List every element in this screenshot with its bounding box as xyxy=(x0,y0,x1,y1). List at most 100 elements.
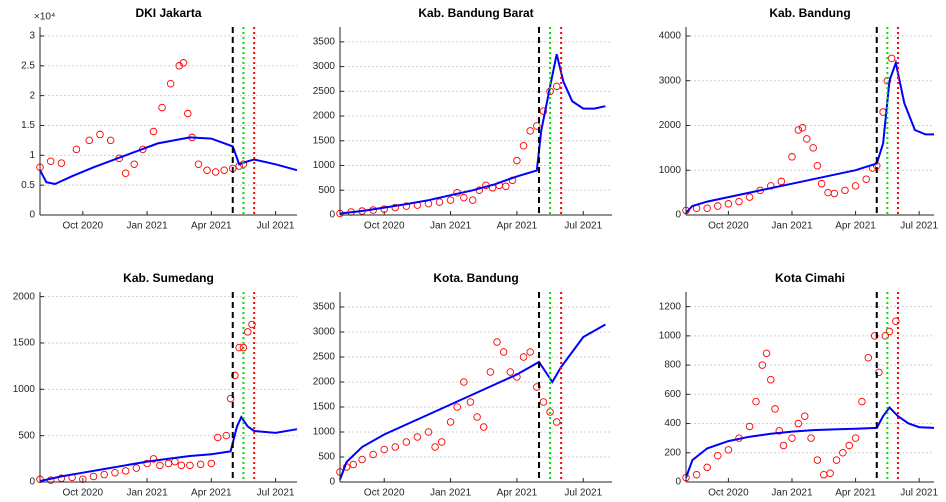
fit-line xyxy=(339,323,606,480)
data-point xyxy=(437,438,446,446)
y-tick-label: 500 xyxy=(18,430,35,441)
data-point xyxy=(788,153,796,161)
data-point xyxy=(222,431,231,440)
y-tick-label: 800 xyxy=(664,360,681,371)
data-point xyxy=(132,464,141,472)
x-tick-label: Jul 2021 xyxy=(900,221,938,232)
data-point xyxy=(248,320,256,329)
y-tick-label: 0 xyxy=(329,477,335,488)
data-point xyxy=(72,145,81,154)
y-tick-label: 1000 xyxy=(659,165,682,176)
data-point xyxy=(767,182,775,190)
y-tick-label: 1 xyxy=(29,150,35,161)
data-point xyxy=(533,122,541,130)
y-tick-label: 3000 xyxy=(659,75,682,86)
data-point xyxy=(220,166,228,174)
data-point xyxy=(453,403,461,411)
data-point xyxy=(106,136,115,145)
data-point xyxy=(158,103,166,112)
x-tick-label: Oct 2020 xyxy=(63,221,104,232)
y-tick-label: 3 xyxy=(29,31,35,42)
x-tick-label: Oct 2020 xyxy=(364,488,405,499)
data-point xyxy=(813,456,822,464)
fit-line xyxy=(339,53,606,215)
data-point xyxy=(431,443,439,451)
subplot: Kab. Bandung 0 1000 2000 3000 4000 Oct 2020 Jan… xyxy=(659,6,939,231)
x-tick-label: Apr 2021 xyxy=(497,488,538,499)
data-point xyxy=(486,368,495,376)
data-point xyxy=(194,160,203,169)
data-point xyxy=(526,127,534,135)
data-point xyxy=(703,463,711,472)
data-point xyxy=(79,475,87,483)
fit-line xyxy=(685,59,934,214)
x-tick-label: Oct 2020 xyxy=(364,221,405,232)
data-point xyxy=(745,422,754,431)
data-point xyxy=(845,441,853,450)
x-tick-label: Jan 2021 xyxy=(127,488,169,499)
y-tick-label: 2500 xyxy=(313,86,336,97)
subplot: Kota. Bandung 0 500 1000 1500 2000 2500 3000 350… xyxy=(313,271,612,499)
data-point xyxy=(745,193,754,201)
data-point xyxy=(502,182,510,191)
y-tick-label: 1500 xyxy=(313,402,336,413)
data-point xyxy=(143,459,151,468)
data-point xyxy=(800,412,809,420)
x-tick-label: Jan 2021 xyxy=(127,221,169,232)
data-point xyxy=(887,54,896,63)
data-point xyxy=(156,461,164,470)
y-tick-label: 1000 xyxy=(313,160,336,171)
x-tick-label: Jul 2021 xyxy=(257,221,295,232)
data-point xyxy=(493,338,501,346)
x-tick-label: Oct 2020 xyxy=(708,488,749,499)
data-point xyxy=(479,423,488,431)
x-tick-label: Apr 2021 xyxy=(191,488,232,499)
y-tick-label: 600 xyxy=(664,389,681,400)
y-tick-label: 0 xyxy=(675,210,681,221)
y-tick-label: 0 xyxy=(675,477,681,488)
subplot-title: Kab. Sumedang xyxy=(123,271,214,285)
y-tick-label: 2000 xyxy=(313,111,336,122)
data-point xyxy=(858,397,866,406)
subplot: Kab. Bandung Barat 0 500 1000 1500 2000 2500 30… xyxy=(313,6,612,232)
data-point xyxy=(460,193,468,202)
subplot: Kab. Sumedang 0 500 1000 1500 2000 Oct 2020 Jan… xyxy=(13,271,298,499)
data-point xyxy=(809,144,817,152)
data-point xyxy=(839,449,847,457)
data-point xyxy=(85,136,94,145)
y-tick-label: 200 xyxy=(664,447,681,458)
data-point xyxy=(794,419,803,428)
y-tick-label: 1.5 xyxy=(21,120,35,131)
y-tick-label: 1000 xyxy=(313,427,336,438)
data-point xyxy=(149,455,158,463)
data-point xyxy=(207,459,216,468)
y-tick-label: 400 xyxy=(664,418,681,429)
x-tick-label: Jan 2021 xyxy=(430,488,472,499)
data-point xyxy=(692,470,701,479)
y-tick-label: 3500 xyxy=(313,36,336,47)
subplot-title: Kota. Bandung xyxy=(433,271,518,285)
data-point xyxy=(358,455,366,464)
data-point xyxy=(824,188,832,197)
x-tick-label: Jul 2021 xyxy=(564,488,602,499)
data-point xyxy=(179,59,188,67)
x-tick-label: Oct 2020 xyxy=(708,221,749,232)
data-point xyxy=(121,467,130,475)
data-point xyxy=(196,460,205,469)
y-tick-label: 500 xyxy=(318,452,335,463)
x-tick-label: Jul 2021 xyxy=(257,488,295,499)
data-point xyxy=(724,446,733,454)
data-point xyxy=(775,427,784,435)
data-point xyxy=(239,343,248,352)
subplot: Kota Cimahi 0 200 400 600 800 1000 1200 Oct 2020… xyxy=(659,271,939,498)
data-point xyxy=(779,441,788,450)
data-point xyxy=(892,317,900,325)
subplot-title: Kab. Bandung Barat xyxy=(418,6,533,20)
data-point xyxy=(402,202,411,210)
y-tick-label: 0.5 xyxy=(21,180,35,191)
data-point xyxy=(539,398,548,406)
y-tick-label: 2000 xyxy=(659,120,682,131)
data-point xyxy=(817,179,826,188)
data-point xyxy=(413,433,422,441)
data-point xyxy=(435,198,444,206)
